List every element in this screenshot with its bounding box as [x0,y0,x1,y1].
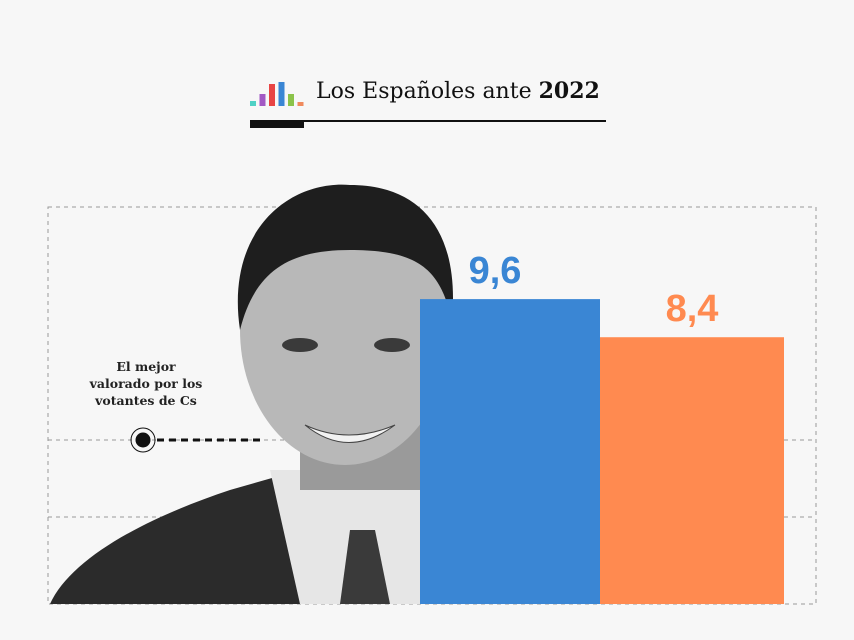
logo-bar [259,94,266,106]
logo-bar [297,102,304,106]
bar [420,299,600,604]
logo-bar [288,94,294,106]
header: Los Españoles ante 2022 [250,78,606,130]
annotation-connector [130,427,265,453]
title-year: 2022 [538,78,600,104]
title-underline-accent [250,122,304,128]
bar-chart-logo-icon [250,82,304,106]
title-underline [250,120,606,122]
bar [600,337,784,604]
chart-frame [47,206,817,605]
logo-bar [269,84,275,106]
politician-photo [50,184,608,604]
annotation-text: El mejor valorado por los votantes de Cs [89,359,203,408]
data-label: 9,6 [469,250,522,292]
logo-bar [250,101,256,106]
data-label: 8,4 [666,288,719,330]
page-title: Los Españoles ante 2022 [316,78,600,104]
title-text: Los Españoles ante [316,79,539,104]
logo-bar [278,82,285,106]
